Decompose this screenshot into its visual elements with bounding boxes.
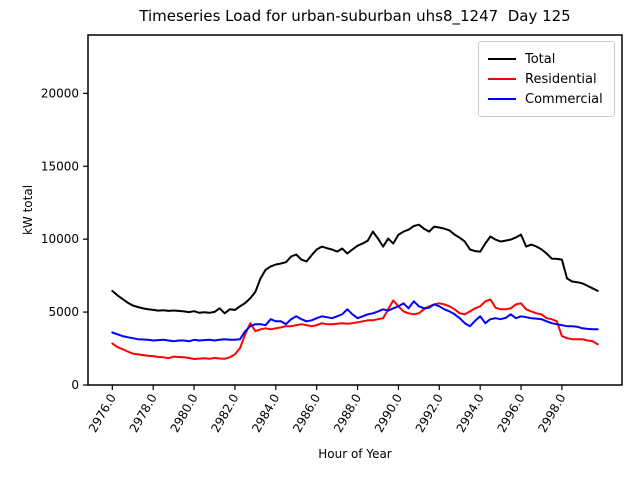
- legend-label-total: Total: [525, 51, 556, 67]
- x-tick-label: 2984.0: [249, 392, 282, 435]
- x-tick-label: 2992.0: [413, 392, 446, 435]
- x-tick-label: 2978.0: [127, 392, 160, 435]
- legend-entry-commercial: Commercial: [488, 89, 605, 109]
- legend-entry-total: Total: [488, 49, 605, 69]
- legend-line-commercial-icon: [488, 98, 516, 100]
- legend-line-total-icon: [488, 58, 516, 60]
- series-line-residential: [111, 298, 599, 360]
- y-axis-label: kW total: [21, 184, 35, 236]
- x-tick-label: 2980.0: [168, 392, 201, 435]
- x-tick-label: 2982.0: [208, 392, 241, 435]
- legend-label-commercial: Commercial: [525, 91, 603, 107]
- axes-spines: [87, 34, 623, 386]
- y-tick-label: 0: [71, 378, 79, 392]
- x-tick-label: 2994.0: [454, 392, 487, 435]
- x-tick-label: 2976.0: [86, 392, 119, 435]
- x-tick-label: 2990.0: [372, 392, 405, 435]
- legend-line-residential-icon: [488, 78, 516, 80]
- legend-label-residential: Residential: [525, 71, 597, 87]
- x-tick-label: 2998.0: [535, 392, 568, 435]
- y-tick-label: 5000: [48, 305, 79, 319]
- legend: Total Residential Commercial: [478, 41, 615, 117]
- y-tick-label: 15000: [41, 159, 79, 173]
- x-tick-label: 2986.0: [290, 392, 323, 435]
- x-tick-label: 2988.0: [331, 392, 364, 435]
- x-axis-label: Hour of Year: [318, 447, 392, 461]
- legend-entry-residential: Residential: [488, 69, 605, 89]
- x-tick-label: 2996.0: [495, 392, 528, 435]
- series-line-commercial: [111, 300, 599, 343]
- y-tick-label: 10000: [41, 232, 79, 246]
- chart-title: Timeseries Load for urban-suburban uhs8_…: [139, 7, 571, 25]
- y-tick-label: 20000: [41, 86, 79, 100]
- series-line-total: [111, 223, 599, 315]
